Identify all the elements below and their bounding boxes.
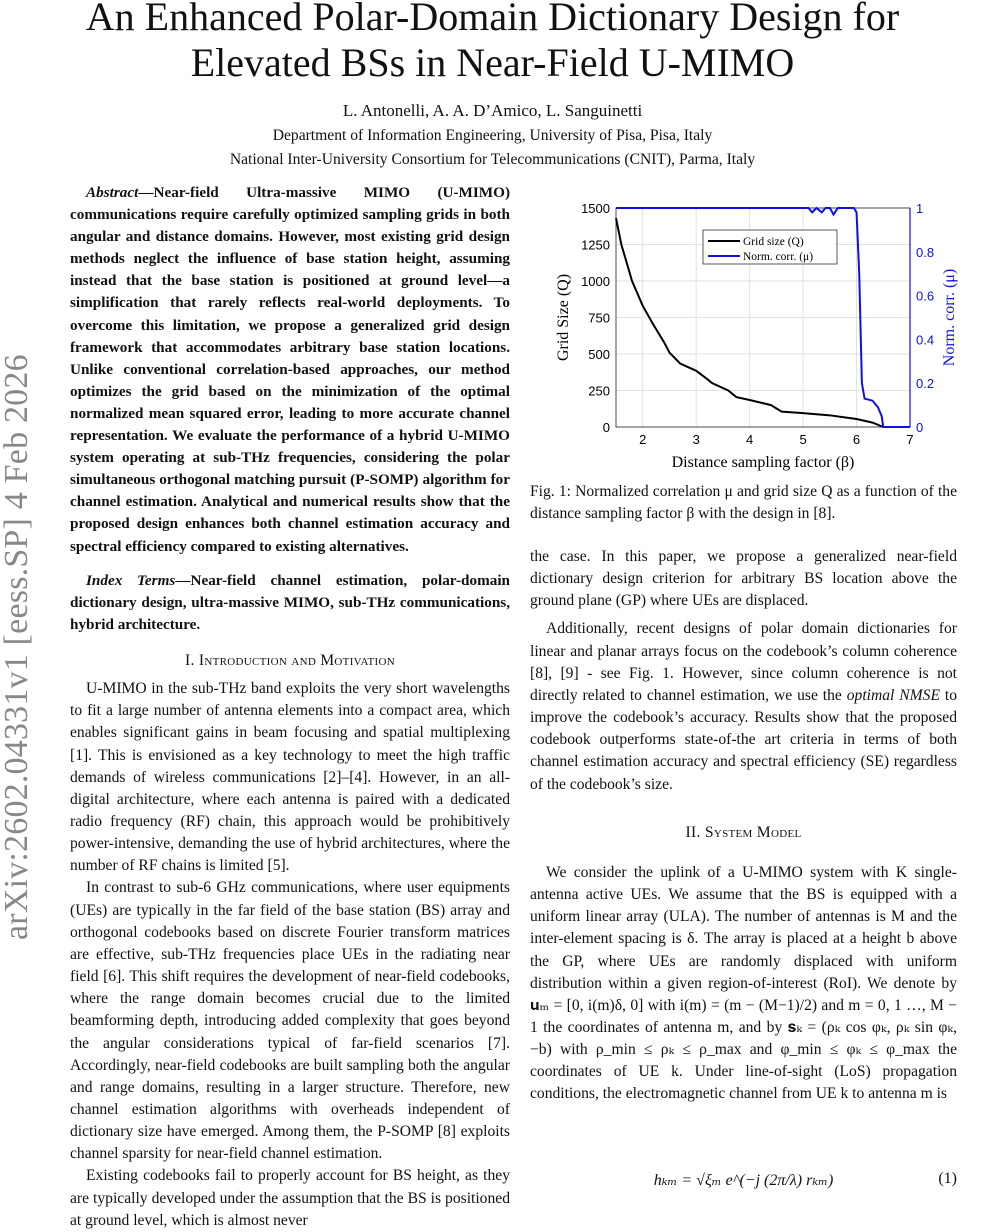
- paragraph-text: Additionally, recent designs of polar do…: [530, 620, 957, 704]
- abstract-text: —Near-field Ultra-massive MIMO (U-MIMO) …: [70, 184, 510, 555]
- section-heading-1: I. Introduction and Motivation: [70, 650, 510, 672]
- y2-tick-label: 0.2: [916, 376, 934, 391]
- series-line-2: [616, 206, 910, 428]
- figure-caption: Fig. 1: Normalized correlation μ and gri…: [530, 483, 957, 522]
- authors: L. Antonelli, A. A. D’Amico, L. Sanguine…: [342, 101, 643, 120]
- equation-1: hₖₘ = √ξₘ e^(−j (2π/λ) rₖₘ) (1): [530, 1170, 957, 1190]
- paper-title: An Enhanced Polar-Domain Dictionary Desi…: [0, 0, 985, 86]
- index-terms: Index Terms—Near-field channel estimatio…: [70, 570, 510, 636]
- paragraph: We consider the uplink of a U-MIMO syste…: [530, 863, 957, 1103]
- emphasis: optimal NMSE: [846, 686, 940, 704]
- x-tick-label: 3: [693, 432, 700, 447]
- y-axis-label: Grid Size (Q): [555, 274, 572, 361]
- equation-number: (1): [938, 1170, 957, 1187]
- y2-tick-label: 0.6: [916, 289, 934, 304]
- paragraph-text: to improve the codebook’s accuracy. Resu…: [530, 686, 958, 793]
- legend-entry: Grid size (Q): [743, 236, 804, 248]
- y-tick-label: 500: [588, 347, 610, 362]
- y2-axis-label: Norm. corr. (μ): [941, 269, 958, 366]
- paragraph: U-MIMO in the sub-THz band exploits the …: [70, 680, 510, 875]
- x-tick-label: 4: [746, 432, 753, 447]
- section-number: II.: [685, 823, 705, 841]
- arxiv-stamp: arXiv:2602.04331v1 [eess.SP] 4 Feb 2026: [0, 354, 35, 940]
- y-tick-label: 1250: [581, 238, 610, 253]
- left-column: Abstract—Near-field Ultra-massive MIMO (…: [70, 182, 510, 1232]
- paragraph: Existing codebooks fail to properly acco…: [70, 1167, 510, 1229]
- y2-tick-label: 0.4: [916, 332, 934, 347]
- affiliation-1: Department of Information Engineering, U…: [272, 127, 713, 144]
- index-terms-label: Index Terms: [86, 571, 176, 589]
- x-tick-label: 2: [639, 432, 646, 447]
- section-number: I.: [185, 651, 199, 669]
- section-title: System Model: [704, 823, 802, 841]
- paragraph: Additionally, recent designs of polar do…: [530, 618, 957, 795]
- right-column: the case. In this paper, we propose a ge…: [530, 546, 957, 1106]
- abstract-label: Abstract: [86, 184, 139, 201]
- x-tick-label: 7: [906, 432, 913, 447]
- y2-tick-label: 0.8: [916, 245, 934, 260]
- y2-tick-label: 0: [916, 420, 923, 435]
- x-tick-label: 5: [799, 432, 806, 447]
- y-tick-label: 250: [588, 384, 610, 399]
- y-tick-label: 0: [603, 420, 610, 435]
- legend-box: [702, 229, 838, 265]
- y-tick-label: 1000: [581, 274, 610, 289]
- section-heading-2: II. System Model: [530, 822, 957, 844]
- paragraph: the case. In this paper, we propose a ge…: [530, 548, 957, 610]
- abstract: Abstract—Near-field Ultra-massive MIMO (…: [70, 182, 510, 558]
- legend-entry: Norm. corr. (μ): [743, 251, 813, 263]
- title-line-2: Elevated BSs in Near-Field U-MIMO: [190, 40, 795, 85]
- paragraph: In contrast to sub-6 GHz communications,…: [70, 879, 510, 1163]
- index-terms-text: —Near-field channel estimation, polar-do…: [70, 571, 510, 633]
- section-title: Introduction and Motivation: [198, 651, 395, 669]
- figure-1-chart: 2 3 4 5 6 7025050075010001250150000.20.40.60.…: [555, 201, 958, 471]
- affiliation-2: National Inter-University Consortium for…: [229, 151, 756, 168]
- y-tick-label: 750: [588, 311, 610, 326]
- series-line-1: [615, 218, 884, 428]
- equation-body: hₖₘ = √ξₘ e^(−j (2π/λ) rₖₘ): [653, 1172, 834, 1189]
- y-tick-label: 1500: [581, 201, 610, 216]
- x-axis-label: Distance sampling factor (β): [672, 454, 855, 471]
- x-tick-label: 6: [853, 432, 860, 447]
- title-line-1: An Enhanced Polar-Domain Dictionary Desi…: [85, 0, 900, 39]
- y2-tick-label: 1: [916, 201, 923, 216]
